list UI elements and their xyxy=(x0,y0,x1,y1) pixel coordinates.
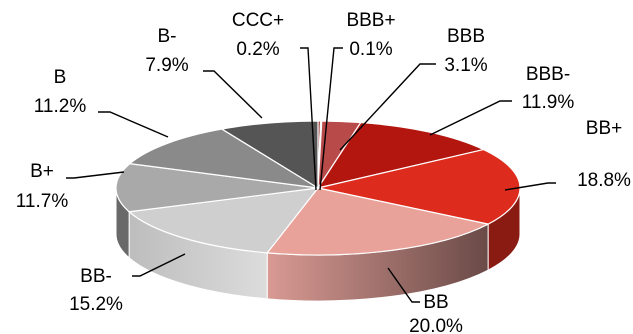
slice-label-bbb: BBB xyxy=(447,26,485,47)
slice-bb-minus xyxy=(127,187,320,254)
slice-percent-bbb-plus: 0.1% xyxy=(349,39,392,60)
slice-label-ccc-plus: CCC+ xyxy=(232,10,284,31)
slice-b-minus xyxy=(220,120,319,190)
slice-bb-plus xyxy=(317,148,521,225)
slice-label-b: B xyxy=(54,67,67,88)
slice-b xyxy=(128,128,319,189)
slice-percent-bbb: 3.1% xyxy=(444,55,487,76)
slice-percent-ccc-plus: 0.2% xyxy=(236,39,279,60)
slice-label-bbb-minus: BBB- xyxy=(526,64,570,85)
leader-line-b-plus xyxy=(66,171,125,179)
leader-line-ccc-plus xyxy=(300,47,317,191)
slice-percent-bbb-minus: 11.9% xyxy=(522,92,575,113)
slice-percent-b-plus: 11.7% xyxy=(16,191,69,212)
slice-label-bb: BB xyxy=(423,292,448,313)
leader-line-bb-plus xyxy=(504,182,556,191)
slice-label-bb-minus: BB- xyxy=(80,266,112,287)
slice-percent-bb-minus: 15.2% xyxy=(69,294,123,315)
slice-label-b-minus: B- xyxy=(158,26,177,47)
leader-line-bbb-minus xyxy=(429,100,512,136)
slice-percent-b: 11.2% xyxy=(34,96,87,117)
leader-line-bb xyxy=(387,267,420,303)
slice-percent-bb: 20.0% xyxy=(409,316,463,334)
leader-line-bbb xyxy=(339,63,436,151)
leader-line-b xyxy=(98,111,169,138)
leader-line-bb-minus xyxy=(132,253,186,277)
slice-percent-bb-plus: 18.8% xyxy=(577,170,631,191)
slice-bbb-minus xyxy=(316,121,486,189)
slice-label-b-plus: B+ xyxy=(30,161,54,182)
label-leaders xyxy=(66,47,556,303)
slice-percent-b-minus: 7.9% xyxy=(145,55,188,76)
slice-bb xyxy=(266,187,490,256)
slice-label-bbb-plus: BBB+ xyxy=(346,10,395,31)
leader-line-bbb-plus xyxy=(319,47,343,191)
pie-tops xyxy=(115,120,521,256)
slice-label-bb-plus: BB+ xyxy=(586,118,622,139)
leader-line-b-minus xyxy=(203,70,263,119)
slice-b-plus xyxy=(115,163,319,213)
